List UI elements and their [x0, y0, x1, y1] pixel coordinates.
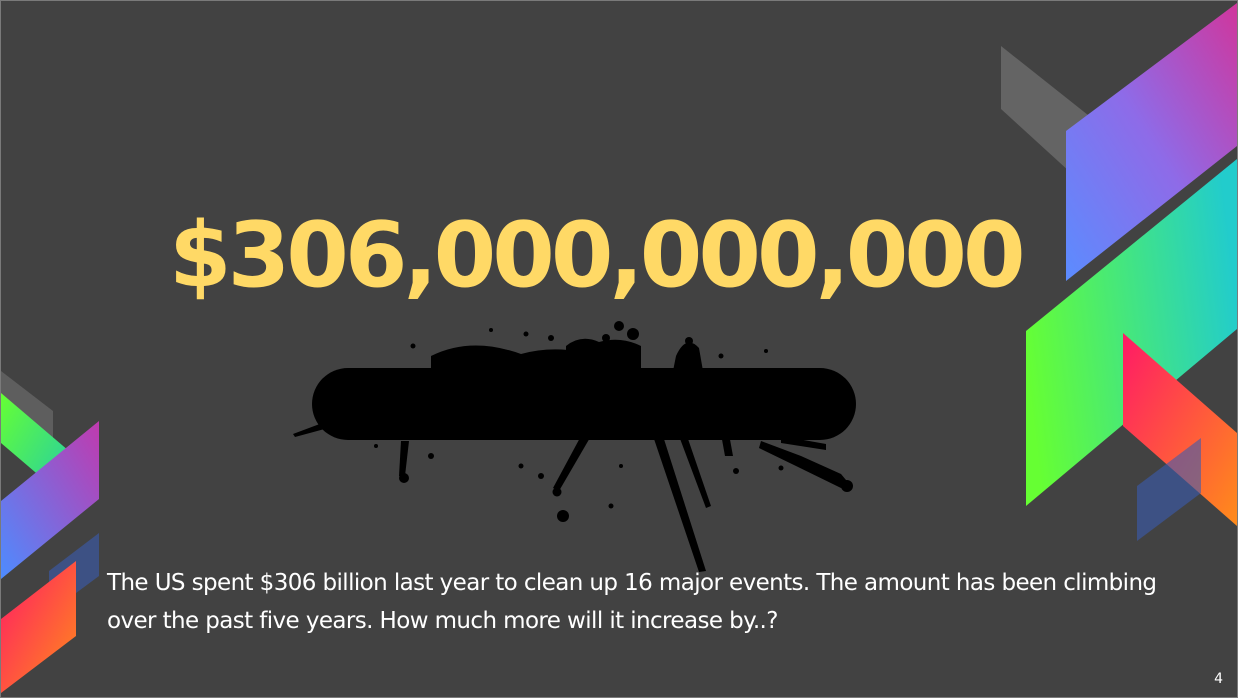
deco-shape-red-orange-right — [1123, 333, 1237, 526]
deco-shape-red-orange-left — [1, 561, 76, 693]
ink-splat-redaction — [293, 321, 856, 572]
deco-shape-navy-right — [1137, 438, 1201, 541]
slide-number: 4 — [1214, 671, 1223, 687]
deco-shape-blue-magenta-left — [1, 421, 99, 579]
body-paragraph: The US spent $306 billion last year to c… — [107, 570, 1157, 634]
headline-amount: $306,000,000,000 — [169, 203, 1026, 308]
deco-shape-green-cyan-right — [1026, 159, 1237, 506]
deco-shape-blue-magenta-right — [1066, 3, 1237, 281]
